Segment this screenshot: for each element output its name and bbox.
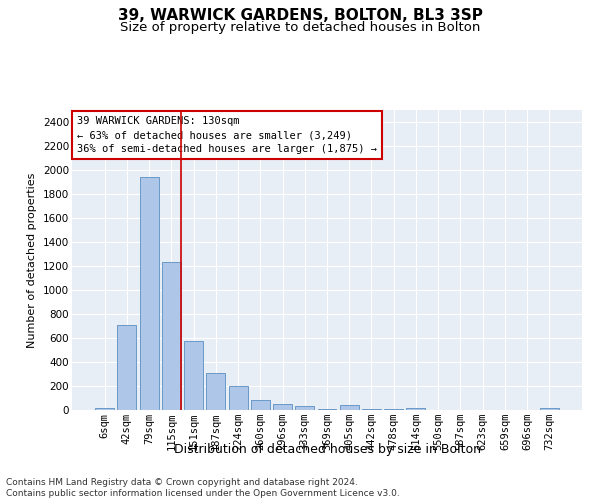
Bar: [273, 404, 292, 410]
Bar: [406, 408, 425, 410]
Bar: [184, 341, 203, 410]
Bar: [295, 406, 314, 410]
Bar: [140, 177, 158, 410]
Text: Distribution of detached houses by size in Bolton: Distribution of detached houses by size …: [173, 442, 481, 456]
Text: 39 WARWICK GARDENS: 130sqm
← 63% of detached houses are smaller (3,249)
36% of s: 39 WARWICK GARDENS: 130sqm ← 63% of deta…: [77, 116, 377, 154]
Bar: [251, 400, 270, 410]
Bar: [229, 386, 248, 410]
Bar: [118, 325, 136, 410]
Bar: [540, 408, 559, 410]
Bar: [95, 408, 114, 410]
Bar: [206, 374, 225, 410]
Bar: [162, 262, 181, 410]
Bar: [340, 405, 359, 410]
Text: 39, WARWICK GARDENS, BOLTON, BL3 3SP: 39, WARWICK GARDENS, BOLTON, BL3 3SP: [118, 8, 482, 22]
Text: Size of property relative to detached houses in Bolton: Size of property relative to detached ho…: [120, 21, 480, 34]
Y-axis label: Number of detached properties: Number of detached properties: [28, 172, 37, 348]
Text: Contains HM Land Registry data © Crown copyright and database right 2024.
Contai: Contains HM Land Registry data © Crown c…: [6, 478, 400, 498]
